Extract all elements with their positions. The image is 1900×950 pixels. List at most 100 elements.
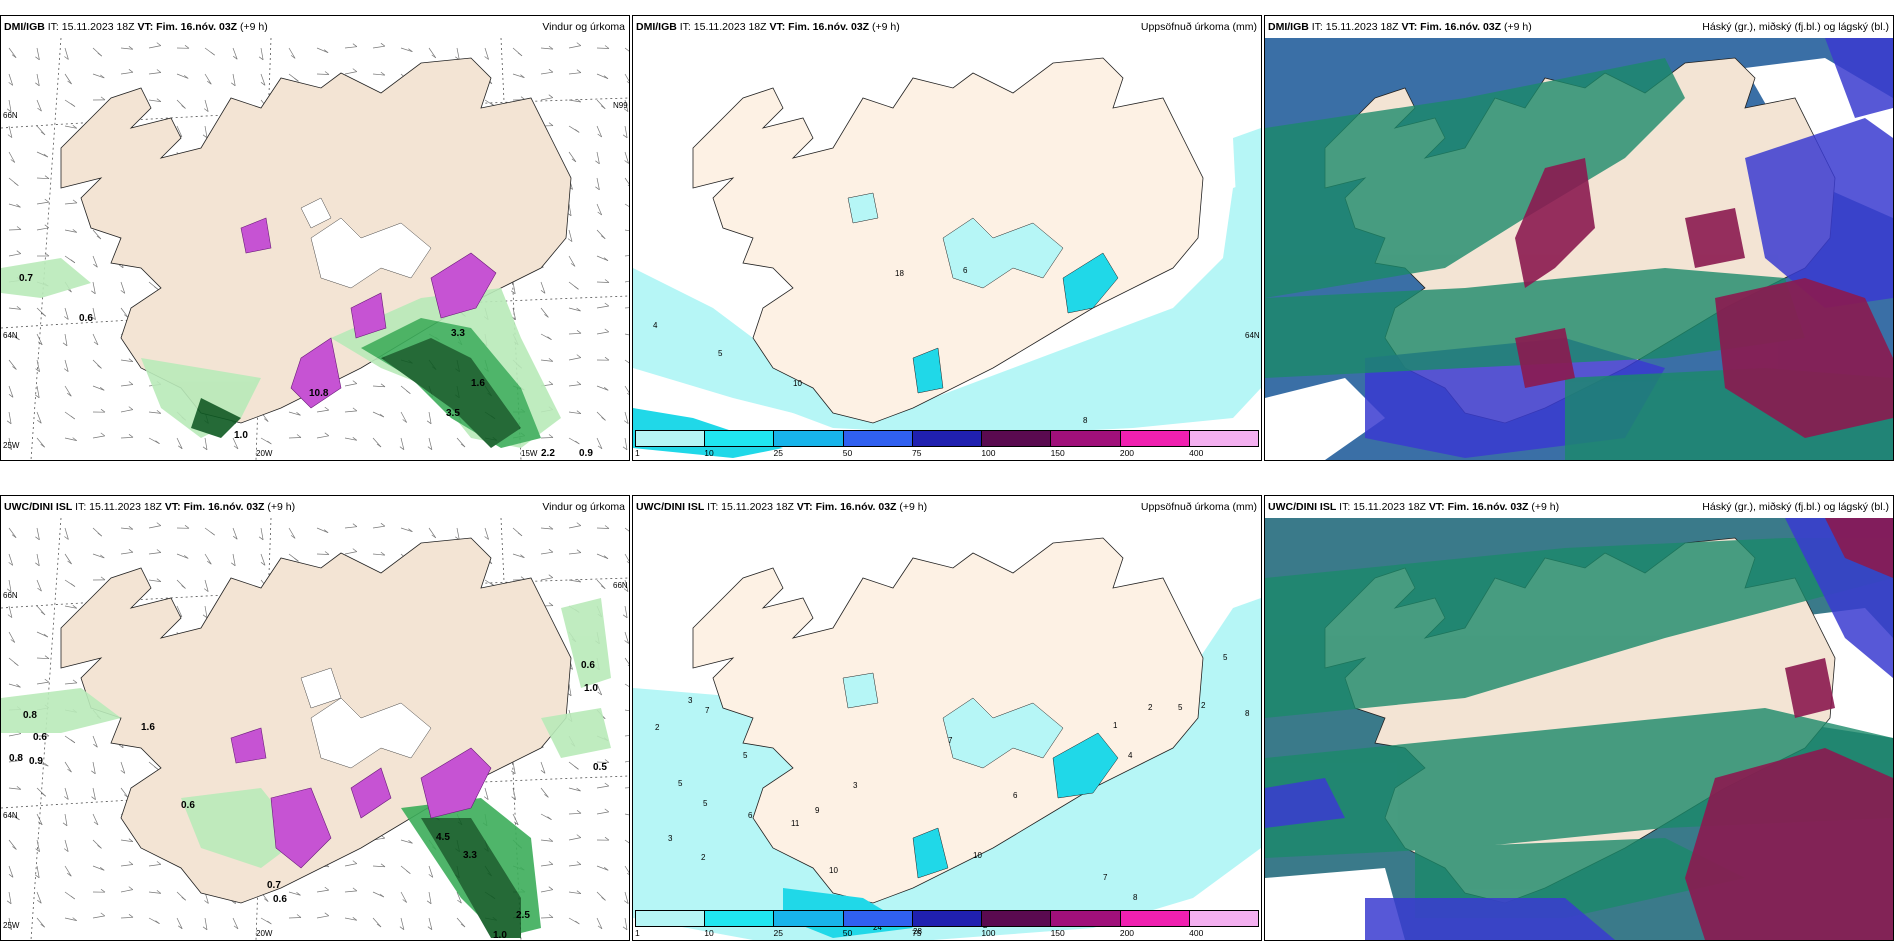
wind-barb-flag [6, 900, 12, 905]
wind-barb-flag [70, 583, 76, 587]
wind-barb [624, 787, 629, 789]
wind-barb [8, 99, 12, 112]
wind-barb-flag [352, 887, 358, 892]
wind-barb [624, 709, 629, 712]
axis-label: 64N [1245, 331, 1260, 340]
wind-barb [92, 813, 99, 826]
wind-barb-flag [406, 390, 411, 394]
wind-barb [64, 437, 77, 441]
axis-label: N99 [613, 101, 628, 110]
wind-barb-flag [352, 523, 358, 527]
wind-barb [120, 384, 133, 387]
wind-barb [596, 73, 609, 80]
legend-ticks: 1 10 25 50 75 100 150 200 400 [635, 928, 1204, 938]
wind-barb [624, 359, 629, 364]
accum-value: 24 [873, 923, 882, 932]
wind-barb-flag [44, 175, 50, 179]
wind-barb [596, 281, 610, 283]
wind-barb-flag [37, 419, 42, 424]
precip-value: 0.7 [267, 880, 281, 891]
wind-barb-flag [624, 640, 629, 644]
wind-barb-flag [623, 420, 629, 424]
accum-value: 7 [705, 706, 710, 715]
precip-value: 0.7 [19, 273, 33, 284]
wind-barb-flag [156, 522, 162, 526]
legend-swatch [705, 431, 775, 446]
legend-swatch [1189, 431, 1258, 446]
wind-barb-flag [35, 848, 40, 852]
wind-barb-flag [324, 71, 330, 75]
wind-barb-flag [324, 886, 330, 891]
wind-barb-flag [604, 808, 610, 813]
wind-barb-flag [603, 387, 609, 391]
wind-barb-flag [324, 551, 330, 555]
wind-barb [64, 47, 69, 60]
high-cloud [1265, 58, 1893, 460]
accum-value: 5 [703, 799, 708, 808]
wind-barb-flag [576, 354, 582, 358]
low-cloud [1265, 518, 1893, 940]
wind-barb [8, 865, 14, 878]
wind-barb [512, 813, 519, 825]
wind-barb [64, 787, 69, 800]
wind-barb [316, 553, 330, 555]
wind-barb-flag [510, 770, 516, 775]
wind-barb-flag [567, 238, 573, 242]
wind-barb-flag [296, 892, 301, 896]
wind-barb-flag [548, 45, 554, 50]
wind-barb-flag [7, 446, 12, 450]
product-name: Háský (gr.), miðský (fj.bl.) og lágský (… [1702, 501, 1889, 513]
wind-barb-flag [6, 108, 12, 113]
wind-barb-flag [517, 532, 523, 537]
wind-barb [8, 307, 21, 310]
wind-barb [148, 579, 161, 583]
precip-value: 0.9 [29, 756, 43, 767]
wind-barb-flag [203, 588, 209, 592]
wind-barb-flag [576, 330, 582, 334]
wind-barb-flag [380, 551, 386, 556]
wind-barb [36, 605, 46, 616]
wind-barb-flag [72, 605, 78, 609]
wind-barb [204, 437, 208, 450]
wind-barb [540, 864, 553, 867]
wind-barb-flag [207, 80, 212, 85]
wind-barb-flag [548, 122, 554, 126]
wind-barb [8, 605, 13, 618]
wind-barb-flag [290, 55, 296, 59]
wind-barb-flag [40, 611, 46, 616]
wind-barb-flag [600, 105, 606, 109]
wind-barb-flag [483, 796, 489, 800]
wind-barb [176, 605, 183, 618]
wind-barb [344, 526, 357, 529]
wind-barb-flag [517, 52, 523, 57]
wind-barb [260, 73, 266, 86]
accum-value: 4 [1128, 751, 1133, 760]
wind-barb-flag [6, 588, 12, 593]
panel-wind-precip-dmi: DMI/IGB IT: 15.11.2023 18Z VT: Fim. 16.n… [0, 15, 630, 461]
wind-barb [204, 605, 208, 618]
wind-barb [596, 203, 603, 216]
wind-barb [596, 811, 609, 815]
wind-barb [596, 785, 609, 789]
wind-barb-flag [576, 69, 582, 73]
wind-barb [204, 73, 212, 85]
wind-barb [568, 99, 581, 103]
mid-cloud [1685, 518, 1893, 940]
wind-barb-flag [11, 534, 17, 538]
wind-barb-flag [156, 861, 162, 865]
wind-barb-flag [380, 71, 386, 76]
wind-barb [8, 359, 17, 370]
wind-barb-flag [44, 198, 50, 203]
cloud-map [1265, 518, 1893, 940]
legend-swatch [1120, 431, 1190, 446]
wind-barb [400, 527, 413, 533]
wind-barb-flag [91, 316, 96, 320]
wind-barb-flag [604, 356, 610, 361]
wind-barb [596, 553, 609, 560]
wind-barb-flag [600, 585, 606, 589]
legend-colorbar [635, 910, 1259, 927]
precip-value: 0.8 [23, 710, 37, 721]
wind-barb [288, 891, 301, 896]
precip-value: 1.0 [584, 683, 598, 694]
wind-barb [372, 525, 385, 529]
